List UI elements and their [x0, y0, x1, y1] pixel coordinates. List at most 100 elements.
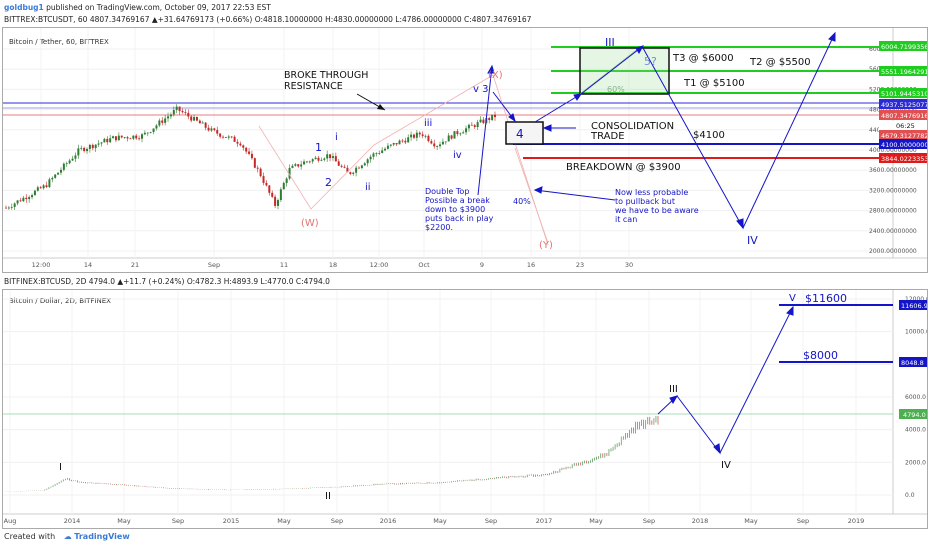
top-candle-body: [465, 128, 468, 133]
bottom-time-label: 2019: [848, 517, 865, 525]
top-candle-body: [378, 153, 381, 154]
nl-line-1: Now less probable: [615, 188, 688, 197]
top-candle-body: [83, 147, 86, 152]
top-candle-body: [167, 116, 170, 119]
top-candle-body: [355, 167, 358, 173]
top-candle-body: [7, 207, 10, 209]
wave-II-label: II: [325, 491, 331, 502]
wave-V-label: V: [789, 293, 796, 304]
top-candle-body: [33, 190, 36, 196]
top-candle-body: [494, 114, 496, 118]
tag-t3: 6004.71993563: [881, 43, 927, 51]
bottom-tick-label: 2000.0: [905, 459, 926, 466]
top-candle-body: [129, 138, 132, 140]
top-candle-body: [28, 197, 31, 200]
tradingview-logo-icon[interactable]: ☁: [63, 532, 72, 541]
top-candle-body: [68, 160, 71, 164]
tag-res: 4937.51250773: [881, 101, 927, 109]
top-candle-body: [172, 110, 175, 115]
top-candle-body: [424, 135, 427, 137]
top-candle-body: [80, 147, 83, 149]
top-candle-body: [198, 120, 201, 124]
wave-v3-label: v 3: [473, 84, 488, 95]
top-candle-body: [62, 163, 65, 170]
bottom-time-label: May: [433, 517, 447, 525]
tag-t2: 5551.19642914: [881, 68, 927, 76]
top-candle-body: [447, 135, 450, 142]
target-box[interactable]: [579, 47, 670, 95]
top-candle-body: [45, 185, 48, 188]
top-candle-body: [74, 155, 77, 159]
tag-brk: 3844.02233536: [881, 155, 927, 163]
top-candle-body: [88, 144, 91, 149]
top-candle-body: [51, 177, 54, 180]
tag-time: 06:25: [896, 122, 915, 130]
tag-t2-bg: [879, 66, 927, 76]
top-candle-body: [19, 200, 22, 202]
top-candle-body: [236, 141, 239, 144]
top-candle-body: [195, 116, 198, 121]
bottom-time-label: Aug: [4, 517, 17, 525]
top-time-labels: 12:00 14 21 Sep 11 18 12:00 Oct 9 16 23 30: [32, 261, 634, 269]
top-candle-body: [106, 138, 109, 143]
top-candle-body: [274, 196, 277, 206]
consolidation-box[interactable]: [505, 121, 544, 145]
wave-w-label: (W): [301, 218, 319, 229]
tag-low-bg: [879, 130, 927, 140]
top-candle-body: [248, 151, 251, 154]
top-time-label: Oct: [418, 261, 430, 269]
top-candle-body: [201, 122, 204, 124]
top-candle-body: [297, 164, 300, 167]
wave-projection: [477, 31, 836, 230]
double-top-note: Double Top Possible a break down to $390…: [425, 187, 494, 232]
projection-to-v: [742, 32, 836, 229]
t1-label: T1 @ $5100: [683, 78, 745, 89]
v-11600-label: $11600: [805, 292, 847, 305]
bottom-time-label: May: [744, 517, 758, 525]
top-candle-body: [86, 148, 89, 152]
top-candle-body: [358, 167, 361, 169]
top-candle-body: [120, 135, 123, 138]
btcusd-2d-chart[interactable]: Bitcoin / Dollar, 2D, BITFINEX 12000.0 10…: [3, 290, 930, 528]
top-candle-body: [22, 197, 25, 202]
top-candle-body: [13, 203, 16, 207]
btag-8000: 8048.8: [901, 359, 924, 367]
tag-res-bg: [879, 99, 927, 109]
top-candle-body: [65, 163, 68, 165]
bottom-price-tags: 11606.9 8048.8 4794.0: [899, 300, 928, 419]
top-tick-label: 2000.00000000: [869, 248, 917, 255]
top-candle-body: [181, 111, 184, 113]
top-candle-body: [470, 124, 473, 126]
top-candle-body: [300, 164, 303, 167]
top-tick-label: 4000.00000000: [869, 147, 917, 154]
bottom-time-label: 2017: [536, 517, 553, 525]
btcusdt-60-chart[interactable]: Bitcoin / Tether, 60, BITTREX 6000.00000…: [3, 28, 932, 272]
tradingview-brand[interactable]: TradingView: [74, 532, 130, 541]
top-candle-body: [456, 131, 459, 135]
top-candle-body: [462, 132, 465, 134]
bottom-chart-panel[interactable]: Bitcoin / Dollar, 2D, BITFINEX 12000.0 10…: [2, 289, 930, 529]
top-candle-body: [91, 144, 94, 149]
bottom-chart-title: Bitcoin / Dollar, 2D, BITFINEX: [9, 297, 111, 305]
t2-label: T2 @ $5500: [749, 57, 811, 68]
top-time-label: 16: [527, 261, 535, 269]
nl-line-2: to pullback but: [615, 197, 675, 206]
author-name[interactable]: goldbug1: [4, 3, 44, 12]
top-candle-body: [193, 116, 196, 121]
top-candle-body: [184, 112, 187, 113]
bottom-time-label: 2014: [64, 517, 81, 525]
top-candle-body: [407, 137, 410, 143]
top-candle-body: [363, 163, 366, 166]
nl-line-3: we have to be aware: [615, 206, 699, 215]
top-candle-body: [57, 172, 60, 175]
top-candle-body: [117, 135, 120, 141]
top-chart-panel[interactable]: Bitcoin / Tether, 60, BITTREX 6000.00000…: [2, 27, 932, 273]
top-time-label: 30: [625, 261, 633, 269]
bottom-time-label: May: [117, 517, 131, 525]
bottom-price-ticks: 12000.010000.08000.06000.04000.02000.00.…: [905, 296, 930, 499]
top-candle-body: [187, 112, 190, 117]
broke-text-1: BROKE THROUGH: [284, 70, 368, 81]
top-candle-body: [482, 119, 485, 123]
top-candle-body: [152, 128, 155, 132]
top-candle-body: [140, 134, 143, 139]
